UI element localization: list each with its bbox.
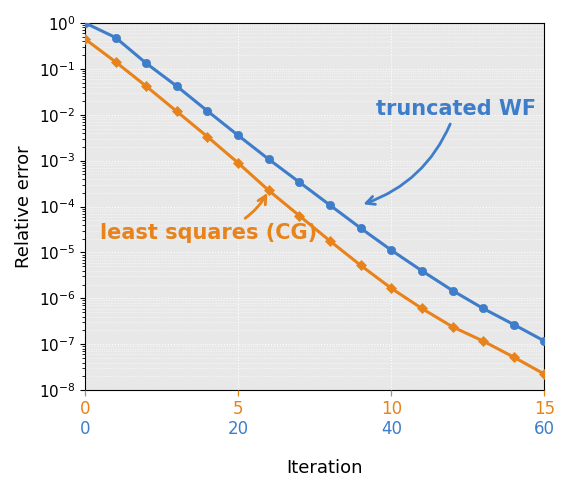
Text: truncated WF: truncated WF: [366, 99, 536, 204]
Text: Iteration: Iteration: [287, 459, 363, 477]
Text: least squares (CG): least squares (CG): [100, 196, 317, 242]
Y-axis label: Relative error: Relative error: [15, 145, 33, 268]
